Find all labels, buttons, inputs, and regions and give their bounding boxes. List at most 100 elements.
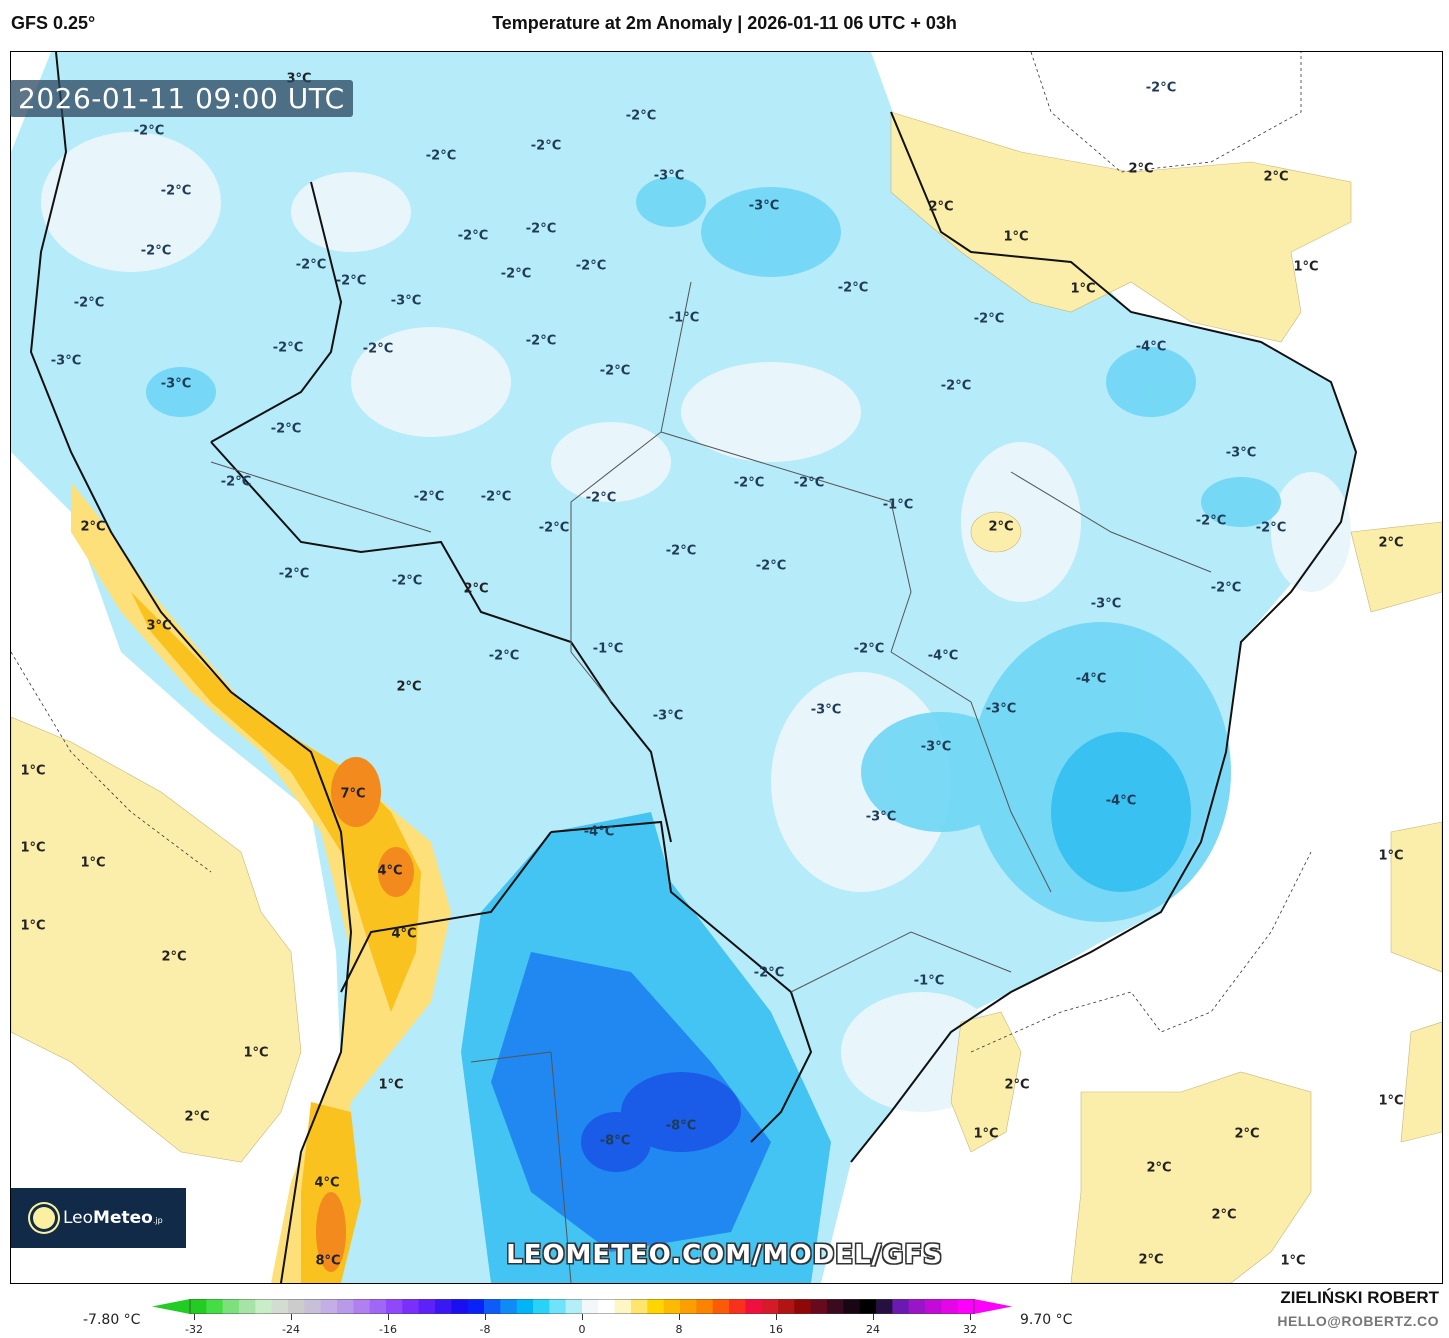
contour-label: -2°C: [457, 228, 489, 244]
contour-label: 7°C: [340, 786, 366, 802]
contour-label: -2°C: [530, 138, 562, 154]
author-name: ZIELIŃSKI ROBERT: [1280, 1288, 1439, 1307]
contour-label: -2°C: [940, 378, 972, 394]
contour-label: -2°C: [599, 363, 631, 379]
contour-label: -3°C: [160, 376, 192, 392]
contour-label: -2°C: [73, 295, 105, 311]
contour-label: -2°C: [272, 340, 304, 356]
contour-label: -1°C: [882, 497, 914, 513]
contour-label: -1°C: [668, 310, 700, 326]
contour-label: 2°C: [463, 581, 489, 597]
colorbar-tick-label: -8: [479, 1323, 491, 1336]
contour-label: -2°C: [793, 475, 825, 491]
contour-label: -2°C: [335, 273, 367, 289]
chart-title: Temperature at 2m Anomaly | 2026-01-11 0…: [492, 13, 957, 33]
contour-label: -2°C: [295, 257, 327, 273]
contour-label: -2°C: [278, 566, 310, 582]
contour-label: -3°C: [652, 708, 684, 724]
contour-label: 2°C: [988, 519, 1014, 535]
contour-label: 2°C: [1146, 1160, 1172, 1176]
contour-label: 1°C: [973, 1126, 999, 1142]
contour-label: -2°C: [753, 965, 785, 981]
contour-label: -4°C: [1135, 339, 1167, 355]
contour-label: 2°C: [928, 199, 954, 215]
contour-label: -4°C: [1075, 671, 1107, 687]
contour-label: -3°C: [810, 702, 842, 718]
contour-label: -4°C: [1105, 793, 1137, 809]
contour-label: 1°C: [20, 918, 46, 934]
contour-label: 2°C: [184, 1109, 210, 1125]
contour-label: 1°C: [1070, 281, 1096, 297]
colorbar-tick-label: -16: [379, 1323, 397, 1336]
colorbar-tick: [873, 1314, 874, 1320]
contour-label: 2°C: [80, 519, 106, 535]
colorbar-tick: [291, 1314, 292, 1320]
colorbar-max-label: 9.70 °C: [1020, 1312, 1073, 1328]
contour-label: 1°C: [1003, 229, 1029, 245]
contour-label: 1°C: [1293, 259, 1319, 275]
colorbar-tick-label: -32: [185, 1323, 203, 1336]
colorbar-min-label: -7.80 °C: [83, 1312, 141, 1328]
contour-label: -2°C: [391, 573, 423, 589]
contour-label: -2°C: [480, 489, 512, 505]
contour-label: -2°C: [362, 341, 394, 357]
contour-label: 2°C: [1234, 1126, 1260, 1142]
colorbar-tick-label: 24: [866, 1323, 880, 1336]
contour-label: -2°C: [140, 243, 172, 259]
map-field: [11, 52, 1442, 1283]
contour-label: -3°C: [653, 168, 685, 184]
contour-label: -2°C: [488, 648, 520, 664]
leometeo-logo[interactable]: LeoMeteo.jp: [11, 1188, 186, 1248]
colorbar-tick: [776, 1314, 777, 1320]
contour-label: -4°C: [927, 648, 959, 664]
contour-label: 2°C: [1138, 1252, 1164, 1268]
author-email[interactable]: HELLO@ROBERTZ.CO: [1277, 1313, 1439, 1329]
contour-label: -2°C: [1195, 513, 1227, 529]
contour-label: -2°C: [525, 333, 557, 349]
contour-label: -8°C: [665, 1118, 697, 1134]
anomaly-map[interactable]: -2°C 2°C 2°C 2°C 1°C 1°C 1°C 3°C -2°C -2°C -2°C -2°…: [10, 51, 1443, 1284]
colorbar-tick: [194, 1314, 195, 1320]
contour-label: -3°C: [920, 739, 952, 755]
contour-label: -8°C: [599, 1133, 631, 1149]
contour-label: -2°C: [973, 311, 1005, 327]
contour-label: 1°C: [20, 840, 46, 856]
contour-label: -2°C: [1145, 80, 1177, 96]
contour-label: -2°C: [270, 421, 302, 437]
contour-label: 2°C: [1128, 161, 1154, 177]
contour-label: 1°C: [1280, 1253, 1306, 1269]
contour-label: -3°C: [50, 353, 82, 369]
contour-label: 1°C: [378, 1077, 404, 1093]
contour-label: 1°C: [1378, 1093, 1404, 1109]
contour-label: 2°C: [1263, 169, 1289, 185]
contour-label: -3°C: [865, 809, 897, 825]
model-name: GFS 0.25°: [11, 13, 96, 33]
contour-label: -1°C: [592, 641, 624, 657]
colorbar-tick: [485, 1314, 486, 1320]
contour-label: 3°C: [146, 618, 172, 634]
contour-label: -1°C: [913, 973, 945, 989]
contour-label: -3°C: [390, 293, 422, 309]
contour-label: -2°C: [160, 183, 192, 199]
contour-label: -2°C: [755, 558, 787, 574]
contour-label: 2°C: [1004, 1077, 1030, 1093]
contour-label: -2°C: [1210, 580, 1242, 596]
contour-label: 1°C: [1378, 848, 1404, 864]
contour-label: 1°C: [80, 855, 106, 871]
contour-label: -3°C: [748, 198, 780, 214]
contour-label: -2°C: [133, 123, 165, 139]
colorbar: [152, 1299, 1012, 1314]
contour-label: -4°C: [583, 824, 615, 840]
contour-label: -2°C: [413, 489, 445, 505]
contour-label: -2°C: [733, 475, 765, 491]
contour-label: 8°C: [315, 1253, 341, 1269]
contour-label: -2°C: [525, 221, 557, 237]
colorbar-tick-label: 8: [675, 1323, 683, 1336]
colorbar-tick: [679, 1314, 680, 1320]
source-watermark: LEOMETEO.COM/MODEL/GFS: [506, 1240, 943, 1270]
contour-label: -2°C: [575, 258, 607, 274]
contour-label: -2°C: [665, 543, 697, 559]
contour-label: 2°C: [1211, 1207, 1237, 1223]
contour-label: -2°C: [1255, 520, 1287, 536]
contour-label: 2°C: [1378, 535, 1404, 551]
